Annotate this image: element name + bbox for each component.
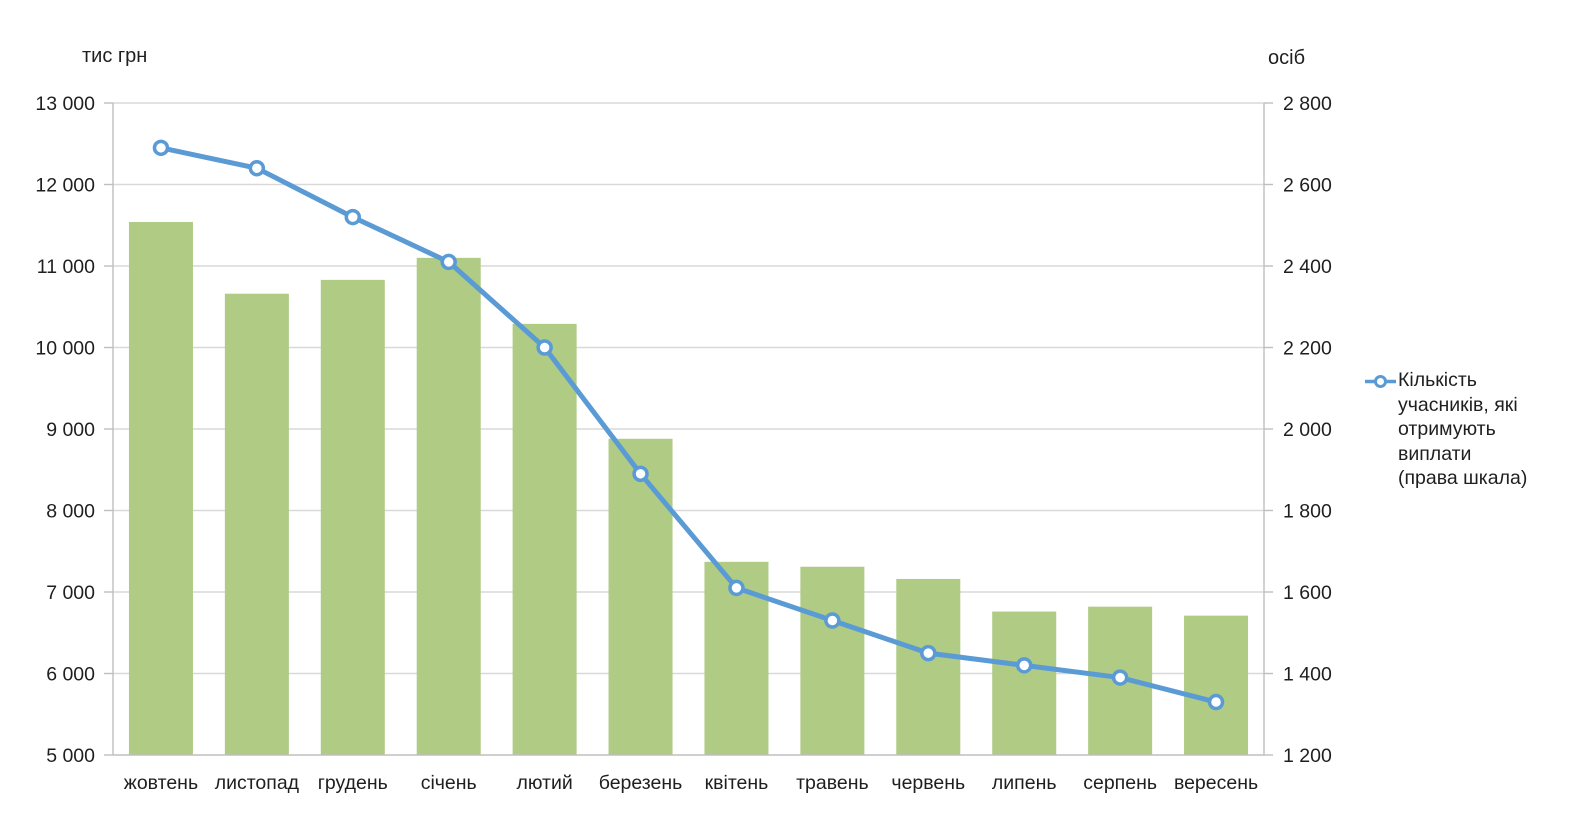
bar-лютий (512, 323, 577, 755)
line-marker-березень (632, 465, 649, 483)
x-axis-label-квітень: квітень (705, 772, 769, 794)
line-marker-січень (440, 253, 457, 271)
line-marker-серпень (1111, 669, 1129, 686)
right-axis-tick-label: 2 400 (1283, 256, 1332, 278)
x-axis-label-лютий: лютий (516, 772, 572, 794)
bar-вересень (1184, 615, 1249, 755)
left-axis-tick-label: 13 000 (35, 93, 95, 115)
bar-червень (896, 578, 961, 755)
left-axis-tick-label: 9 000 (46, 419, 95, 441)
legend-label: Кількість учасників, які отримують випла… (1398, 369, 1528, 489)
x-axis-label-листопад: листопад (215, 772, 300, 794)
x-axis-label-червень: червень (891, 772, 965, 794)
right-axis-tick-label: 1 400 (1283, 664, 1332, 686)
x-axis-label-грудень: грудень (318, 772, 388, 794)
x-axis-label-травень: травень (796, 772, 869, 794)
line-series (158, 145, 1219, 705)
line-marker-грудень (344, 208, 362, 226)
bar-травень (800, 566, 865, 755)
right-axis-tick-label: 2 200 (1283, 338, 1332, 360)
bar-березень (608, 438, 673, 755)
x-axis-label-серпень: серпень (1083, 772, 1157, 794)
right-axis-tick-label: 1 600 (1283, 582, 1332, 604)
right-axis-tick-label: 2 000 (1283, 419, 1332, 441)
right-axis-tick-label: 1 200 (1283, 745, 1332, 767)
right-axis-title: осіб (1268, 47, 1305, 69)
line-marker-лютий (536, 339, 553, 356)
x-axis-label-жовтень: жовтень (124, 772, 198, 794)
line-marker-вересень (1207, 693, 1225, 711)
line-marker-квітень (728, 579, 745, 597)
left-axis-tick-label: 11 000 (37, 256, 95, 278)
bar-січень (416, 257, 481, 755)
line-marker-липень (1015, 657, 1033, 674)
legend-line-marker-icon (1365, 375, 1396, 388)
bar-липень (992, 611, 1057, 755)
left-axis-tick-label: 7 000 (46, 582, 95, 604)
line-marker-листопад (248, 159, 266, 177)
legend: Кількість учасників, які отримують випла… (1364, 368, 1527, 491)
bar-грудень (320, 279, 385, 755)
right-axis-tick-label: 2 600 (1283, 175, 1332, 197)
bar-жовтень (128, 221, 193, 756)
line-marker-травень (824, 612, 841, 629)
left-axis-tick-label: 6 000 (46, 664, 95, 686)
right-axis-tick-label: 1 800 (1283, 501, 1332, 523)
left-axis-tick-label: 12 000 (35, 175, 95, 197)
line-marker-жовтень (152, 139, 170, 157)
line-marker-червень (920, 644, 937, 662)
right-axis-tick-label: 2 800 (1283, 93, 1332, 115)
left-axis-tick-label: 10 000 (35, 338, 95, 360)
x-axis-label-вересень: вересень (1174, 772, 1258, 794)
left-axis-tick-label: 8 000 (46, 501, 95, 523)
x-axis-label-січень: січень (421, 772, 477, 794)
x-axis-label-березень: березень (599, 772, 683, 794)
x-axis-label-липень: липень (992, 772, 1057, 794)
left-axis-title: тис грн (82, 45, 147, 67)
bar-листопад (224, 293, 289, 755)
left-axis-tick-label: 5 000 (46, 745, 95, 767)
